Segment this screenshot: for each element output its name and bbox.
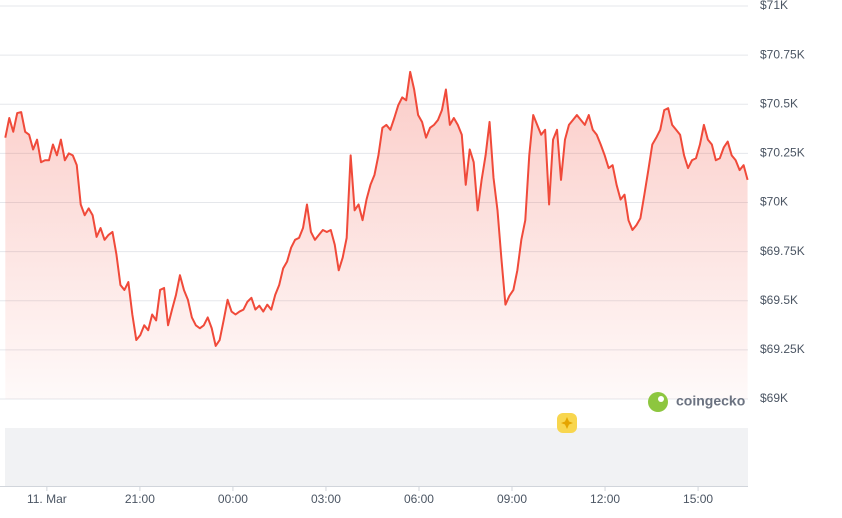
y-tick-label: $70.5K	[760, 96, 798, 110]
y-tick-label: $70.25K	[760, 146, 805, 160]
y-tick-label: $69.25K	[760, 342, 805, 356]
price-line	[4, 70, 749, 347]
y-tick-label: $69K	[760, 391, 788, 405]
y-tick-label: $70.75K	[760, 47, 805, 61]
axes: $71K $70.75K $70.5K $70.25K $70K $69.75K $69.5…	[27, 0, 805, 506]
watermark-text: coingecko	[676, 393, 745, 409]
y-tick-label: $71K	[760, 0, 788, 12]
event-badge	[557, 413, 577, 433]
watermark-logo	[648, 392, 668, 412]
event-badge-star	[561, 417, 573, 429]
y-tick-label: $69.75K	[760, 244, 805, 258]
x-tick-label: 12:00	[590, 492, 620, 506]
watermark-logo-eye	[658, 396, 664, 402]
plot	[4, 70, 749, 399]
x-tick-label: 03:00	[311, 492, 341, 506]
y-tick-label: $70K	[760, 195, 788, 209]
watermark: coingecko	[648, 392, 745, 412]
x-tick-label: 21:00	[125, 492, 155, 506]
x-tick-label: 00:00	[218, 492, 248, 506]
y-tick-label: $69.5K	[760, 293, 798, 307]
x-tick-label: 06:00	[404, 492, 434, 506]
x-tick-label: 15:00	[683, 492, 713, 506]
x-tick-label: 11. Mar	[27, 492, 67, 506]
volume-band	[5, 428, 748, 486]
x-tick-label: 09:00	[497, 492, 527, 506]
area	[5, 71, 748, 399]
